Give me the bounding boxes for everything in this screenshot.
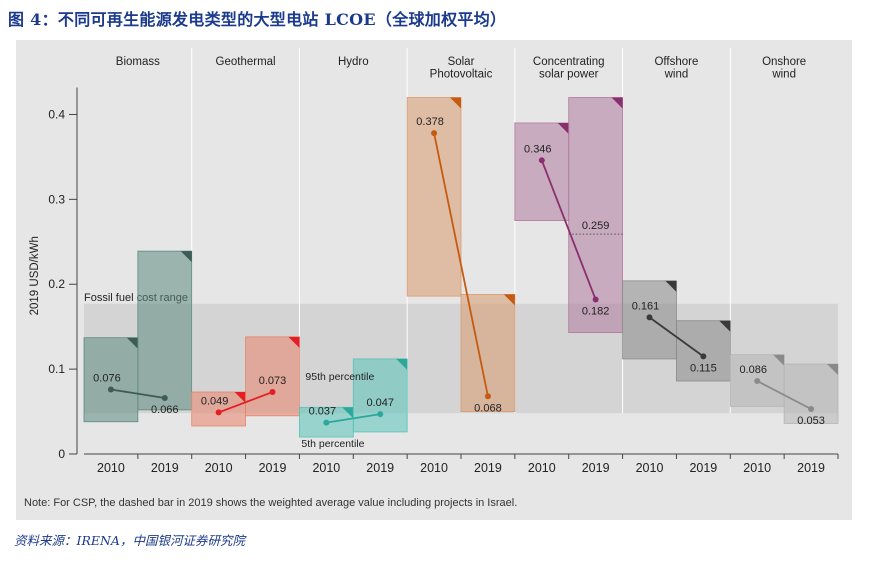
- average-point: [269, 389, 276, 396]
- average-point: [646, 314, 653, 321]
- y-tick-label: 0.2: [48, 277, 65, 291]
- lcoe-range-bar: [352, 358, 408, 433]
- x-tick-label: 2010: [97, 461, 125, 475]
- average-point: [215, 409, 222, 416]
- x-tick-label: 2010: [528, 461, 556, 475]
- lcoe-range-bar: [137, 250, 193, 411]
- lcoe-range-bar: [568, 97, 623, 334]
- lcoe-range-bar: [676, 320, 731, 382]
- average-value-label: 0.378: [416, 116, 444, 128]
- p95-label: 95th percentile: [305, 371, 374, 383]
- average-point: [700, 353, 707, 360]
- x-tick-label: 2019: [259, 461, 287, 475]
- technology-header-label: solar power: [539, 69, 599, 81]
- percentile-corner-flag: [719, 320, 731, 332]
- figure-title: 图 4：不同可再生能源发电类型的大型电站 LCOE（全球加权平均）: [8, 10, 507, 29]
- trend-line: [433, 132, 489, 397]
- percentile-corner-flag: [827, 364, 838, 376]
- csp-weighted-label: 0.259: [582, 220, 610, 232]
- average-point: [323, 419, 330, 426]
- y-axis-label: 2019 USD/kWh: [29, 236, 41, 315]
- average-point: [377, 411, 384, 418]
- average-value-label: 0.346: [524, 143, 552, 155]
- technology-header-label: Photovoltaic: [430, 69, 493, 81]
- x-tick-label: 2019: [366, 461, 394, 475]
- percentile-corner-flag: [557, 122, 569, 134]
- x-tick-label: 2010: [636, 461, 664, 475]
- x-tick-label: 2010: [312, 461, 340, 475]
- chart-note: Note: For CSP, the dashed bar in 2019 sh…: [24, 497, 517, 509]
- technology-header-label: Concentrating: [533, 56, 605, 68]
- technology-header-label: Solar: [448, 56, 475, 68]
- average-value-label: 0.073: [259, 375, 287, 387]
- trend-line: [540, 159, 597, 300]
- y-tick-label: 0.4: [48, 107, 65, 121]
- average-value-label: 0.076: [93, 372, 121, 384]
- percentile-corner-flag: [450, 97, 461, 109]
- p5-label: 5th percentile: [301, 438, 364, 450]
- percentile-corner-flag: [611, 97, 623, 109]
- average-point: [538, 157, 545, 164]
- x-tick-label: 2010: [743, 461, 771, 475]
- percentile-corner-flag: [396, 358, 408, 370]
- technology-header-label: Hydro: [338, 56, 369, 68]
- trend-line: [218, 391, 273, 414]
- percentile-corner-flag: [342, 407, 354, 419]
- trend-line: [756, 380, 812, 410]
- average-point: [484, 393, 491, 400]
- lcoe-range-bar: [514, 122, 570, 221]
- percentile-corner-flag: [234, 392, 246, 404]
- x-tick-label: 2019: [582, 461, 610, 475]
- average-value-label: 0.115: [690, 362, 717, 374]
- source-note: 资料来源：IRENA，中国银河证券研究院: [14, 533, 245, 548]
- average-value-label: 0.047: [366, 397, 394, 409]
- percentile-corner-flag: [665, 280, 677, 292]
- x-tick-label: 2019: [151, 461, 179, 475]
- lcoe-range-bar: [191, 391, 246, 427]
- x-tick-label: 2019: [797, 461, 825, 475]
- technology-header-label: Onshore: [762, 56, 806, 68]
- percentile-corner-flag: [126, 337, 138, 349]
- trend-line: [326, 413, 381, 424]
- average-value-label: 0.161: [632, 300, 660, 312]
- lcoe-range-bar: [83, 337, 139, 423]
- technology-header-label: wind: [771, 69, 796, 81]
- x-tick-label: 2019: [474, 461, 502, 475]
- lcoe-range-bar: [245, 336, 300, 417]
- average-value-label: 0.049: [201, 395, 229, 407]
- percentile-corner-flag: [773, 354, 785, 366]
- technology-header-label: Biomass: [116, 56, 160, 68]
- percentile-corner-flag: [180, 251, 192, 263]
- x-tick-label: 2010: [205, 461, 233, 475]
- average-value-label: 0.086: [739, 364, 767, 376]
- average-point: [161, 394, 168, 401]
- average-point: [808, 406, 815, 413]
- average-value-label: 0.182: [582, 306, 610, 318]
- average-point: [431, 130, 438, 137]
- x-tick-label: 2010: [420, 461, 448, 475]
- average-point: [107, 386, 114, 393]
- average-point: [754, 378, 761, 385]
- average-value-label: 0.068: [474, 402, 502, 414]
- percentile-corner-flag: [503, 294, 515, 306]
- y-tick-label: 0: [58, 447, 65, 461]
- technology-header-label: Offshore: [654, 56, 698, 68]
- lcoe-range-bar: [783, 363, 839, 424]
- average-point: [592, 296, 599, 303]
- average-value-label: 0.037: [309, 406, 337, 418]
- percentile-corner-flag: [288, 336, 300, 348]
- trend-line: [648, 316, 704, 358]
- technology-header-label: Geothermal: [216, 56, 276, 68]
- average-value-label: 0.053: [797, 415, 825, 427]
- y-tick-label: 0.1: [48, 362, 65, 376]
- lcoe-range-bar: [406, 97, 462, 297]
- x-tick-label: 2019: [689, 461, 717, 475]
- average-value-label: 0.066: [151, 404, 179, 416]
- trend-line: [110, 388, 165, 399]
- technology-header-label: wind: [664, 69, 689, 81]
- y-tick-label: 0.3: [48, 192, 65, 206]
